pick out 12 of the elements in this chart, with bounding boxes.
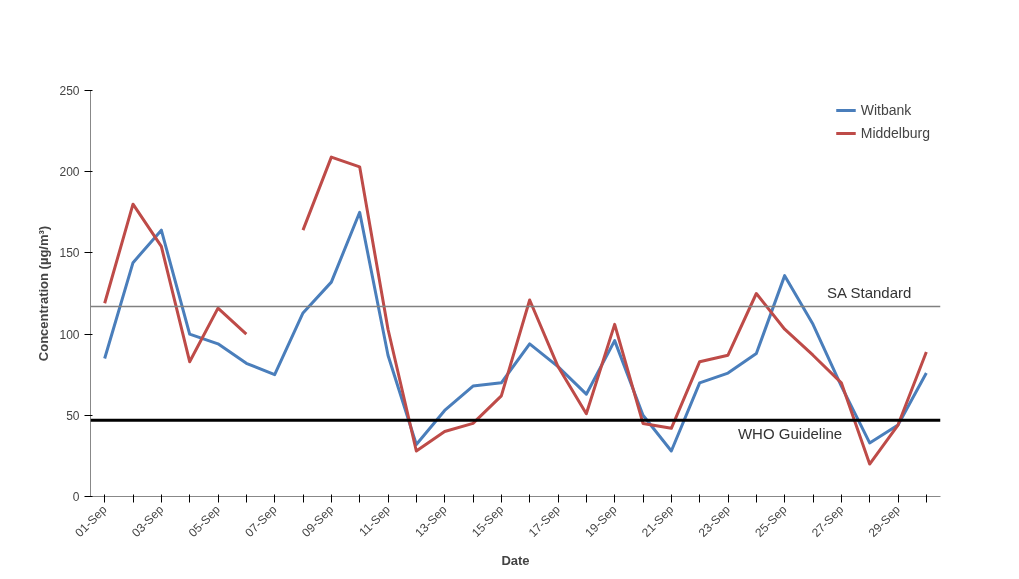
- x-axis-title: Date: [501, 552, 530, 568]
- y-tick-label: 100: [59, 327, 80, 342]
- y-tick-label: 250: [59, 84, 80, 98]
- ref-line-label: WHO Guideline: [737, 425, 843, 443]
- y-tick-label: 200: [59, 165, 80, 180]
- legend-label: Witbank: [860, 102, 912, 118]
- y-axis-title: Concentration (µg/m³): [36, 225, 52, 362]
- legend-label: Middelburg: [860, 125, 930, 141]
- y-tick-label: 0: [72, 490, 80, 504]
- y-tick-label: 50: [66, 408, 80, 423]
- y-tick-label: 150: [59, 246, 80, 261]
- ref-line-label: SA Standard: [827, 284, 912, 302]
